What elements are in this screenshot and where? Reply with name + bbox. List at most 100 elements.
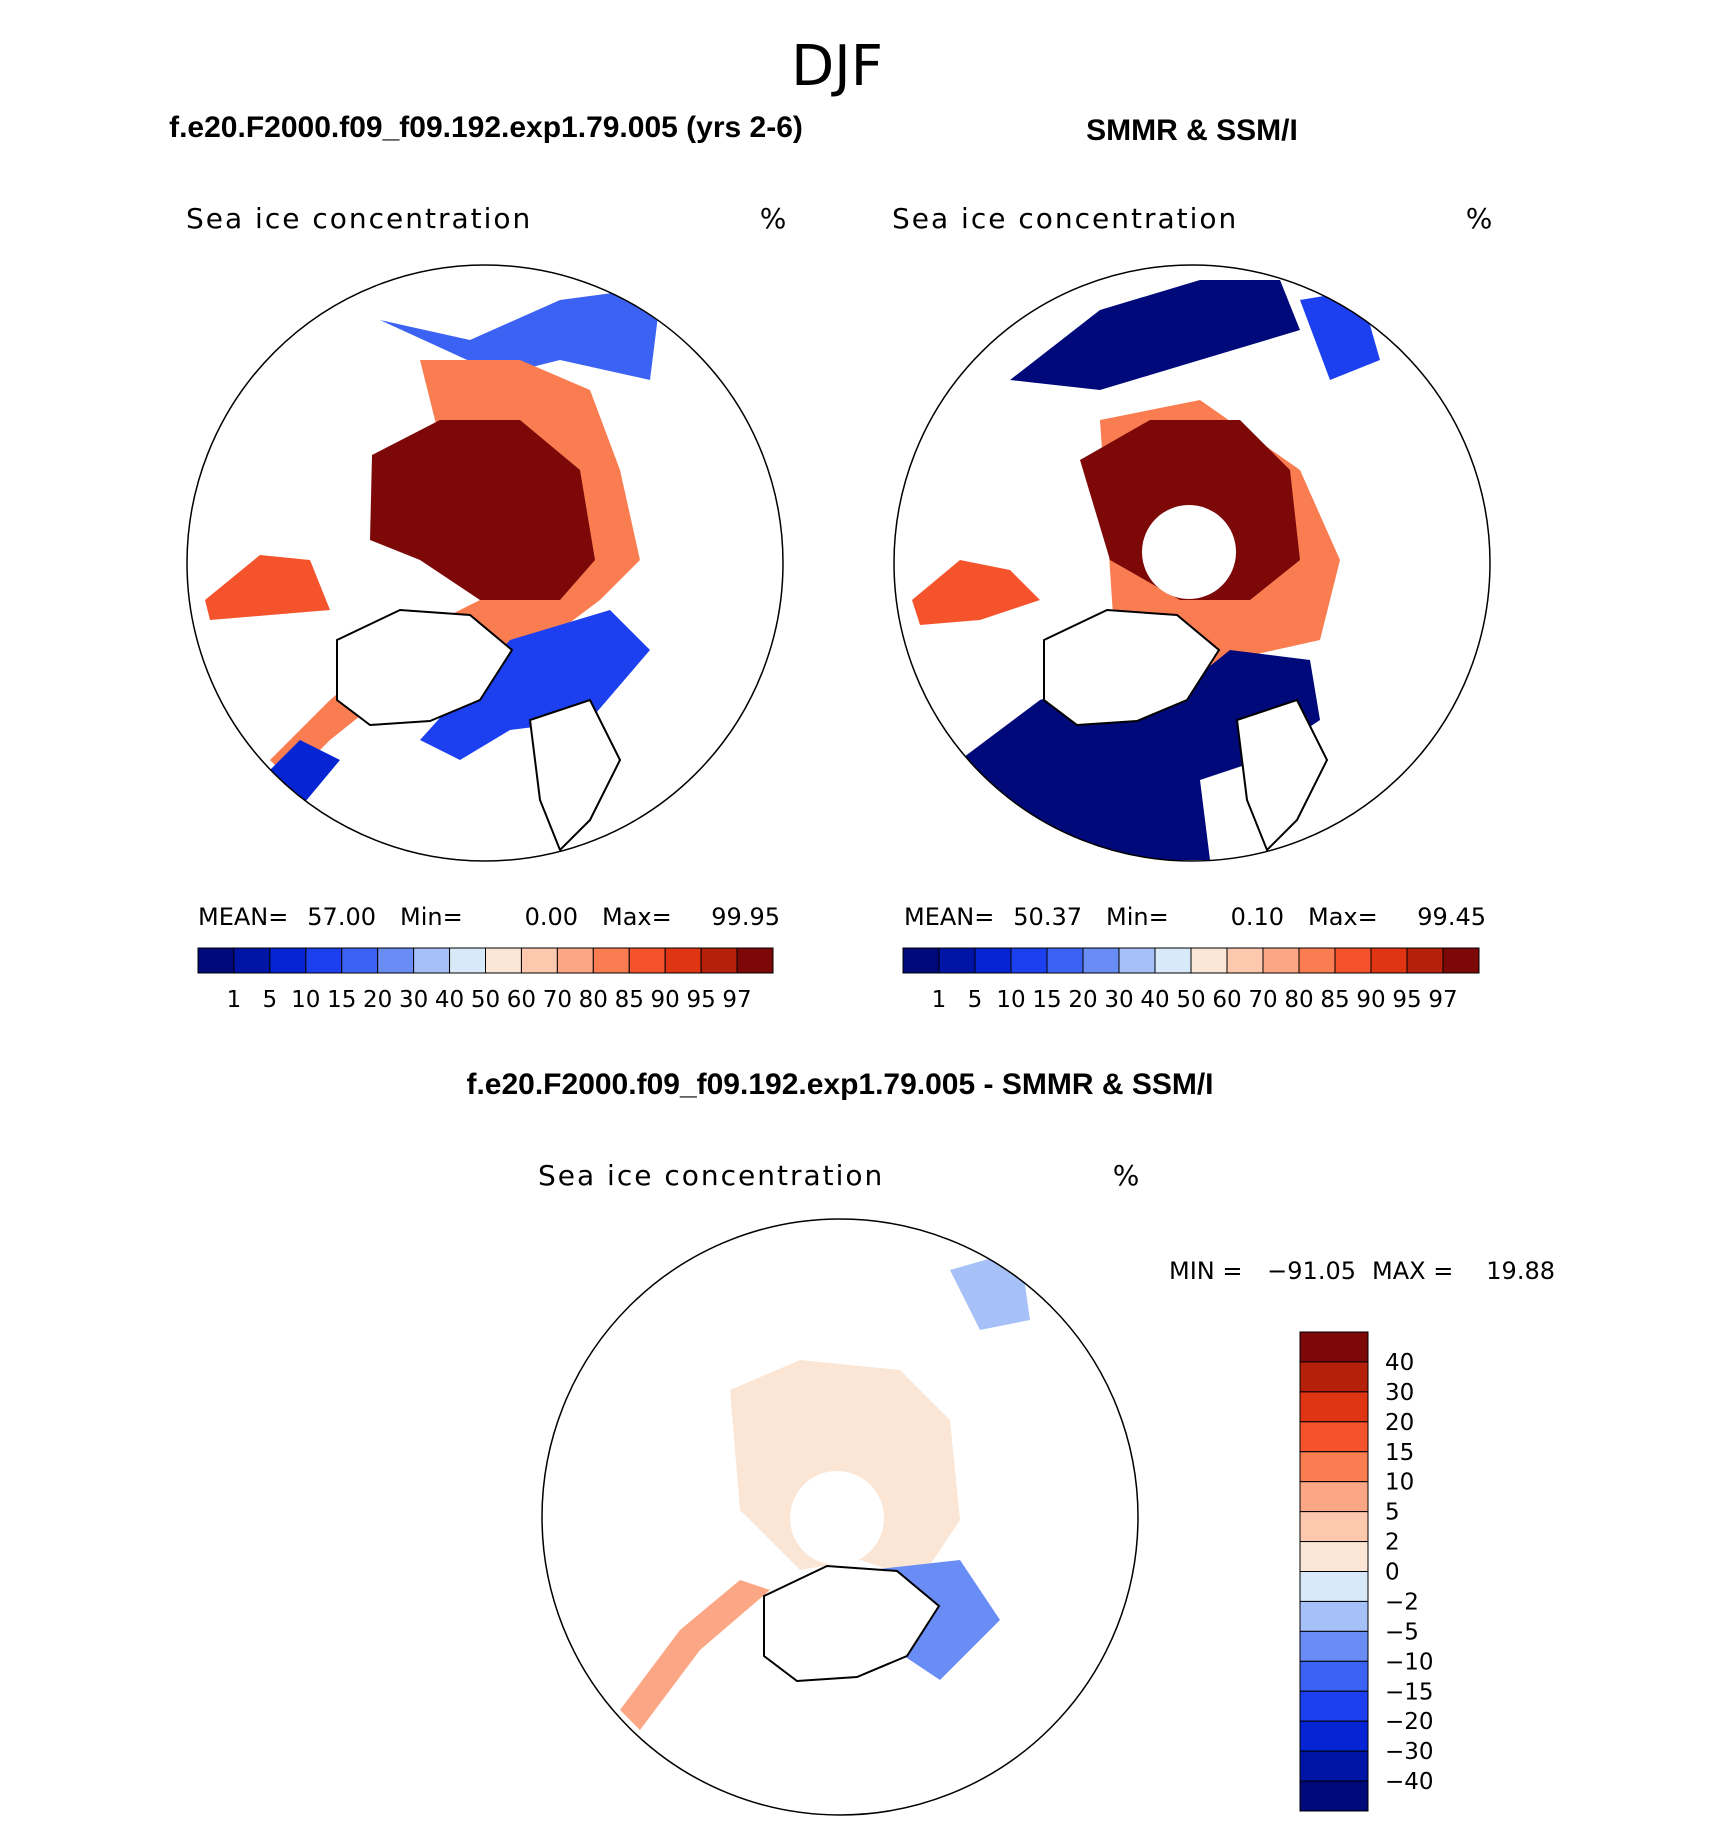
- colorbar-box: [1334, 947, 1372, 974]
- colorbar-box: [1118, 947, 1156, 974]
- panel-subtitle: Sea ice concentration: [892, 202, 1238, 235]
- colorbar-label: −5: [1385, 1619, 1419, 1645]
- colorbar-box: [736, 947, 774, 974]
- panel-units: %: [760, 202, 787, 235]
- colorbar-box: [902, 947, 940, 974]
- colorbar-label: 90: [1356, 987, 1385, 1013]
- colorbar-box: [700, 947, 738, 974]
- colorbar-label: 10: [291, 987, 320, 1013]
- colorbar-box: [1370, 947, 1408, 974]
- stat-label: Max=: [1308, 903, 1378, 931]
- colorbar-label: 20: [363, 987, 392, 1013]
- colorbar-label: 10: [996, 987, 1025, 1013]
- panel-heading: f.e20.F2000.f09_f09.192.exp1.79.005 - SM…: [466, 1068, 1213, 1101]
- map-frame: [186, 264, 784, 862]
- panel-units: %: [1113, 1159, 1140, 1192]
- colorbar-box: [1299, 1331, 1369, 1363]
- stat-label: Max=: [602, 903, 672, 931]
- colorbar-box: [377, 947, 415, 974]
- colorbar-box: [1299, 1391, 1369, 1423]
- colorbar-box: [1226, 947, 1264, 974]
- colorbar-label: −40: [1385, 1769, 1434, 1795]
- colorbar-label: 40: [1140, 987, 1169, 1013]
- colorbar-box: [233, 947, 271, 974]
- stat-value: 99.95: [711, 903, 780, 931]
- colorbar-box: [520, 947, 558, 974]
- colorbar-box: [1299, 1720, 1369, 1752]
- colorbar-box: [1299, 1571, 1369, 1602]
- colorbar-box: [341, 947, 379, 974]
- colorbar-label: 95: [686, 987, 715, 1013]
- map-frame: [541, 1218, 1139, 1816]
- stat-value: −91.05: [1267, 1257, 1356, 1285]
- colorbar-box: [1442, 947, 1480, 974]
- colorbar-label: 85: [615, 987, 644, 1013]
- colorbar-box: [1299, 1481, 1369, 1513]
- stat-value: 57.00: [307, 903, 376, 931]
- colorbar-box: [1299, 1451, 1369, 1483]
- colorbar-label: −15: [1385, 1679, 1434, 1705]
- stat-label: MEAN=: [198, 903, 288, 931]
- colorbar-label: 70: [1248, 987, 1277, 1013]
- stat-value: 50.37: [1013, 903, 1082, 931]
- colorbar-box: [1299, 1421, 1369, 1453]
- colorbar-label: 10: [1385, 1470, 1414, 1496]
- panel-heading: SMMR & SSM/I: [1086, 114, 1298, 147]
- colorbar-box: [1190, 947, 1228, 974]
- stat-value: 99.45: [1417, 903, 1486, 931]
- colorbar-box: [1299, 1511, 1369, 1543]
- colorbar-label: 60: [507, 987, 536, 1013]
- colorbar-label: 50: [1176, 987, 1205, 1013]
- panel-units: %: [1466, 202, 1493, 235]
- colorbar-label: 5: [1385, 1500, 1400, 1526]
- colorbar-label: 15: [1385, 1440, 1414, 1466]
- colorbar-label: 40: [1385, 1350, 1414, 1376]
- colorbar-label: −20: [1385, 1709, 1434, 1735]
- colorbar-label: 20: [1385, 1410, 1414, 1436]
- colorbar-box: [305, 947, 343, 974]
- colorbar-label: 85: [1320, 987, 1349, 1013]
- colorbar-label: 80: [579, 987, 608, 1013]
- colorbar-label: 30: [1385, 1380, 1414, 1406]
- colorbar-box: [1298, 947, 1336, 974]
- colorbar-label: 60: [1212, 987, 1241, 1013]
- colorbar-label: 40: [435, 987, 464, 1013]
- stat-value: 0.10: [1231, 903, 1284, 931]
- colorbar-label: 5: [263, 987, 278, 1013]
- colorbar-label: 20: [1068, 987, 1097, 1013]
- colorbar-box: [1299, 1630, 1369, 1662]
- colorbar-label: 97: [722, 987, 751, 1013]
- colorbar-label: 1: [227, 987, 242, 1013]
- colorbar-box: [938, 947, 976, 974]
- colorbar-label: 90: [651, 987, 680, 1013]
- colorbar-label: 70: [543, 987, 572, 1013]
- colorbar-box: [1406, 947, 1444, 974]
- colorbar-box: [1299, 1600, 1369, 1632]
- colorbar-label: 15: [1032, 987, 1061, 1013]
- colorbar-box: [1262, 947, 1300, 974]
- colorbar-box: [628, 947, 666, 974]
- colorbar-label: 2: [1385, 1530, 1400, 1556]
- figure-title: DJF: [791, 34, 883, 99]
- colorbar-box: [1299, 1660, 1369, 1692]
- stat-label: MAX =: [1372, 1257, 1453, 1285]
- colorbar-box: [974, 947, 1012, 974]
- colorbar-box: [449, 947, 486, 974]
- colorbar-label: 80: [1284, 987, 1313, 1013]
- pole-hole: [1142, 505, 1236, 599]
- colorbar-box: [485, 947, 522, 974]
- colorbar-box: [1082, 947, 1120, 974]
- panel-subtitle: Sea ice concentration: [186, 202, 532, 235]
- colorbar-label: −2: [1385, 1589, 1419, 1615]
- colorbar-box: [1299, 1690, 1369, 1722]
- colorbar-box: [1299, 1361, 1369, 1393]
- stat-label: Min=: [1106, 903, 1169, 931]
- pole-hole: [790, 1471, 884, 1565]
- panel-heading: f.e20.F2000.f09_f09.192.exp1.79.005 (yrs…: [169, 111, 803, 144]
- colorbar-box: [269, 947, 307, 974]
- map: [620, 1250, 1030, 1730]
- colorbar-box: [556, 947, 594, 974]
- stat-label: Min=: [400, 903, 463, 931]
- colorbar-box: [1299, 1780, 1369, 1812]
